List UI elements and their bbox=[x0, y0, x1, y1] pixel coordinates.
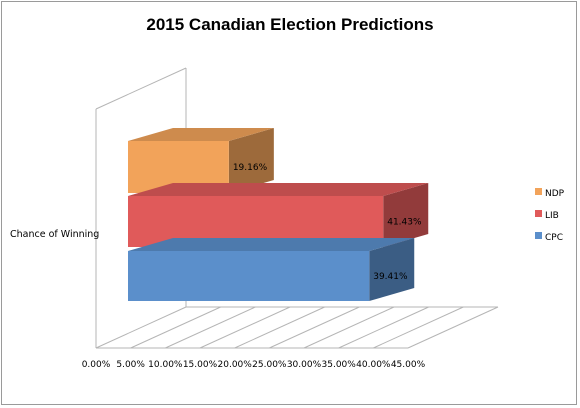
gridline bbox=[303, 306, 395, 349]
data-label-ndp: 19.16% bbox=[233, 163, 268, 173]
gridline bbox=[199, 306, 291, 349]
gridline bbox=[165, 306, 256, 349]
gridline bbox=[338, 306, 429, 349]
x-tick-label: 0.00% bbox=[82, 360, 111, 370]
bar-lib bbox=[128, 183, 429, 247]
legend-swatch-lib bbox=[535, 210, 542, 217]
x-tick-label: 40.00% bbox=[356, 360, 391, 370]
data-label-cpc: 39.41% bbox=[373, 272, 408, 282]
x-tick-label: 25.00% bbox=[252, 360, 287, 370]
legend: NDP LIB CPC bbox=[535, 188, 565, 243]
x-tick-label: 10.00% bbox=[148, 360, 183, 370]
gridline bbox=[373, 306, 464, 349]
category-label: Chance of Winning bbox=[10, 229, 99, 240]
gridline bbox=[407, 306, 499, 349]
bar-cpc bbox=[128, 238, 415, 301]
x-tick-label: 35.00% bbox=[322, 360, 357, 370]
x-tick-label: 30.00% bbox=[287, 360, 322, 370]
gridline bbox=[269, 306, 360, 349]
labels: 0.00% 5.00% 10.00% 15.00% 20.00% 25.00% 30.00%… bbox=[82, 163, 426, 370]
gridline bbox=[130, 306, 221, 349]
legend-swatch-cpc bbox=[535, 232, 542, 239]
x-tick-label: 45.00% bbox=[391, 360, 426, 370]
gridline bbox=[95, 306, 187, 349]
data-label-lib: 41.43% bbox=[387, 218, 422, 228]
x-tick-label: 20.00% bbox=[218, 360, 253, 370]
legend-label-lib: LIB bbox=[545, 211, 559, 221]
bars bbox=[128, 128, 429, 301]
x-tick-label: 15.00% bbox=[183, 360, 218, 370]
legend-label-cpc: CPC bbox=[545, 233, 563, 243]
grid bbox=[95, 67, 499, 349]
gridline bbox=[234, 306, 325, 349]
x-tick-label: 5.00% bbox=[116, 360, 145, 370]
legend-label-ndp: NDP bbox=[545, 189, 565, 199]
legend-swatch-ndp bbox=[535, 188, 542, 195]
chart-title: 2015 Canadian Election Predictions bbox=[146, 15, 433, 34]
